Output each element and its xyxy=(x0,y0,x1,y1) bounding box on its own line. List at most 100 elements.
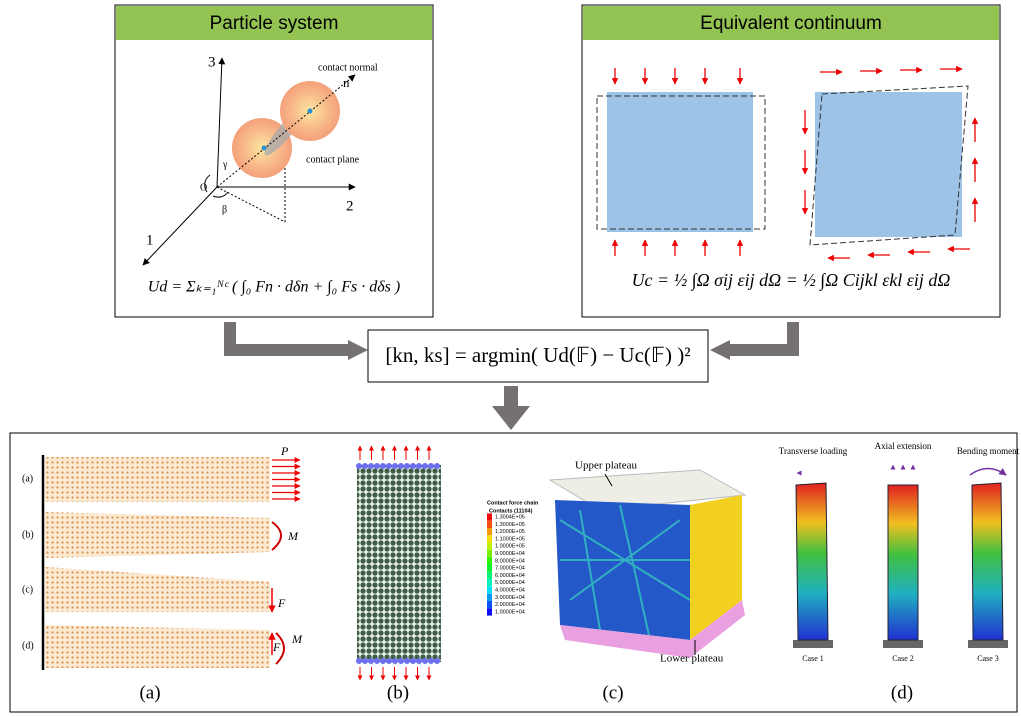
load-label: M xyxy=(287,529,299,543)
formula: Uc = ½ ∫Ω σij εij dΩ = ½ ∫Ω Cijkl εkl εi… xyxy=(632,270,951,291)
formula: Ud = Σₖ₌₁ᴺᶜ ( ∫₀ Fn · dδn + ∫₀ Fs · dδs … xyxy=(148,279,400,297)
legend-swatch xyxy=(487,543,492,550)
legend-swatch xyxy=(487,601,492,608)
row-label: (a) xyxy=(22,473,33,484)
label: contact plane xyxy=(306,154,360,165)
legend-swatch xyxy=(487,579,492,586)
particle xyxy=(434,658,440,664)
legend-label: 9.0000E+04 xyxy=(495,551,525,557)
figure: Particle system 3 2 1 O γ β contact norm… xyxy=(0,0,1021,717)
particle xyxy=(380,658,386,664)
legend-label: 6.0000E+04 xyxy=(495,573,525,579)
equation: [kn, ks] = argmin( Ud(𝔽) − Uc(𝔽) )² xyxy=(385,343,690,367)
load-label: Axial extension xyxy=(875,441,932,451)
particle xyxy=(422,658,428,664)
center xyxy=(308,109,313,114)
base xyxy=(968,640,1008,648)
caption: (d) xyxy=(891,682,913,703)
label: n xyxy=(343,75,350,90)
base xyxy=(883,640,923,648)
particle xyxy=(428,658,434,664)
panel-title: Equivalent continuum xyxy=(700,13,882,34)
particle xyxy=(404,658,410,664)
legend-swatch xyxy=(487,535,492,542)
particle xyxy=(374,658,380,664)
base xyxy=(793,640,833,648)
block xyxy=(815,92,962,237)
legend-swatch xyxy=(487,513,492,520)
particle xyxy=(380,463,386,469)
legend-label: 1.3004E+05 xyxy=(495,514,525,520)
arrow-head xyxy=(492,406,530,430)
legend-label: 1.0000E+05 xyxy=(495,544,525,550)
axis-label: 2 xyxy=(346,198,354,214)
caption: (c) xyxy=(602,682,623,703)
particle xyxy=(392,463,398,469)
legend-label: 1.0000E+04 xyxy=(495,609,525,615)
column xyxy=(972,483,1003,640)
load-label: Bending moment xyxy=(957,446,1020,456)
particle xyxy=(404,463,410,469)
block xyxy=(607,92,753,232)
legend-label: 3.0000E+04 xyxy=(495,595,525,601)
particle xyxy=(362,463,368,469)
caption: (b) xyxy=(387,682,409,703)
particle xyxy=(410,463,416,469)
legend-label: 1.3000E+05 xyxy=(495,522,525,528)
center xyxy=(262,146,267,151)
axis-label: 3 xyxy=(208,54,216,70)
particle xyxy=(422,463,428,469)
load-label: Transverse loading xyxy=(779,446,848,456)
arrow-head xyxy=(710,340,730,360)
row-label: (d) xyxy=(22,640,34,651)
caption: (a) xyxy=(139,682,160,703)
particle xyxy=(416,463,422,469)
force-chain xyxy=(555,500,690,640)
particle xyxy=(386,463,392,469)
legend-swatch xyxy=(487,557,492,564)
angle-label: γ xyxy=(222,159,228,170)
row-label: (b) xyxy=(22,529,34,540)
load-label: F xyxy=(272,640,281,654)
particle xyxy=(434,463,440,469)
particle xyxy=(386,658,392,664)
particle xyxy=(398,463,404,469)
legend-label: 1.2000E+05 xyxy=(495,529,525,535)
case-label: Case 2 xyxy=(892,654,914,663)
legend-swatch xyxy=(487,594,492,601)
row-label: (c) xyxy=(22,584,33,595)
label: Upper plateau xyxy=(575,460,637,472)
case-label: Case 3 xyxy=(977,654,999,663)
load-label: P xyxy=(280,444,289,458)
legend-label: 4.0000E+04 xyxy=(495,587,525,593)
legend-swatch xyxy=(487,572,492,579)
particle xyxy=(368,463,374,469)
panel-title: Particle system xyxy=(210,13,339,34)
flow-arrow xyxy=(728,322,793,350)
legend-label: 5.0000E+04 xyxy=(495,580,525,586)
particle xyxy=(428,463,434,469)
particle xyxy=(374,463,380,469)
label: contact normal xyxy=(318,62,378,73)
specimen xyxy=(357,465,441,662)
legend-label: 8.0000E+04 xyxy=(495,558,525,564)
legend-swatch xyxy=(487,550,492,557)
case-label: Case 1 xyxy=(802,654,824,663)
load-label: F xyxy=(277,596,286,610)
legend-swatch xyxy=(487,586,492,593)
load-label: M xyxy=(291,632,303,646)
legend-label: 1.1000E+05 xyxy=(495,536,525,542)
particle xyxy=(368,658,374,664)
angle-label: β xyxy=(222,204,227,215)
legend-label: 2.0000E+04 xyxy=(495,602,525,608)
particle xyxy=(392,658,398,664)
legend-title: Contact force chain xyxy=(487,500,539,506)
axis-label: 1 xyxy=(146,232,154,248)
beam xyxy=(45,457,270,502)
particle xyxy=(410,658,416,664)
column xyxy=(796,483,828,640)
beam xyxy=(45,625,270,668)
flow-arrow xyxy=(504,386,518,408)
legend-label: 7.0000E+04 xyxy=(495,566,525,572)
particle xyxy=(398,658,404,664)
